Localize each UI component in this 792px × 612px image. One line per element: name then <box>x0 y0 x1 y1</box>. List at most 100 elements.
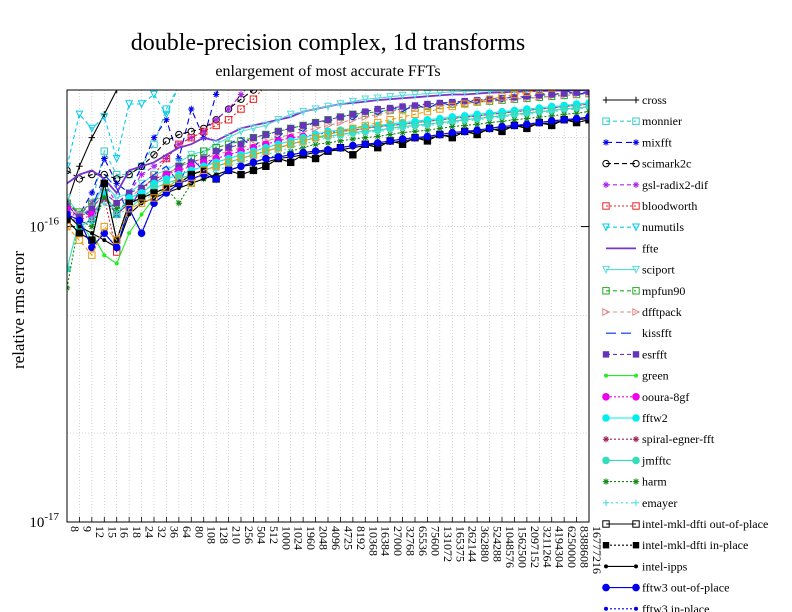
data-point <box>175 155 183 162</box>
data-point <box>348 97 357 106</box>
legend-marker <box>631 265 641 274</box>
data-point <box>461 118 468 125</box>
data-point <box>337 137 344 145</box>
data-point <box>67 217 71 224</box>
legend-marker <box>632 139 640 146</box>
legend-entry: dfftpack <box>602 305 682 319</box>
data-point <box>548 112 555 120</box>
legend-label: spiral-egner-fft <box>642 432 715 446</box>
data-point <box>461 122 468 129</box>
data-point <box>77 218 82 223</box>
legend-entry: spiral-egner-fft <box>602 432 715 446</box>
data-point <box>249 124 258 133</box>
data-point <box>113 175 121 183</box>
legend-label: jmfftc <box>641 453 671 467</box>
legend-label: kissfft <box>642 326 672 340</box>
legend-entry: fftw2 <box>602 411 668 425</box>
x-tick-label: 9 <box>80 526 94 532</box>
data-point <box>436 99 444 107</box>
data-point <box>263 156 268 161</box>
data-point <box>350 2 356 8</box>
data-point <box>386 126 394 134</box>
data-point <box>560 107 568 114</box>
y-tick-label: 10-16 <box>29 216 59 236</box>
data-point <box>275 128 282 135</box>
legend-marker <box>632 542 640 549</box>
legend-marker <box>632 202 640 210</box>
legend-label: fftw3 in-place <box>642 602 709 612</box>
legend-marker <box>602 436 610 443</box>
data-point <box>374 133 381 140</box>
legend-entry: esrfft <box>602 347 668 361</box>
x-tick-label: 108 <box>205 526 219 544</box>
data-point <box>424 126 431 134</box>
data-point <box>373 94 382 103</box>
legend-marker <box>634 564 638 569</box>
data-point <box>75 110 84 119</box>
data-point <box>411 110 419 118</box>
x-tick-label: 18 <box>130 526 144 538</box>
data-point <box>487 126 492 131</box>
data-point <box>76 229 83 237</box>
legend-label: fftw3 out-of-place <box>642 581 729 595</box>
data-point <box>399 125 406 132</box>
data-point <box>411 128 419 135</box>
data-point <box>238 5 244 11</box>
data-point <box>138 184 145 192</box>
data-point <box>237 154 245 163</box>
legend-marker <box>602 96 610 104</box>
data-point <box>67 166 71 175</box>
data-point <box>524 122 529 127</box>
data-point <box>200 147 208 155</box>
data-point <box>224 158 233 167</box>
legend-entry: gsl-radix2-dif <box>602 178 708 192</box>
data-point <box>486 90 493 96</box>
data-point <box>249 151 258 159</box>
series-layer <box>67 2 592 292</box>
data-point <box>312 17 318 23</box>
legend-marker <box>602 478 610 485</box>
data-point <box>212 116 220 123</box>
legend-marker <box>602 307 611 317</box>
legend-marker <box>602 139 610 146</box>
data-point <box>338 145 343 150</box>
x-tick-label: 65536 <box>416 526 430 556</box>
data-point <box>586 78 592 84</box>
series-line <box>67 90 255 180</box>
data-point <box>113 170 121 179</box>
legend-entry: mixfft <box>602 135 672 149</box>
data-point <box>386 104 394 112</box>
data-point <box>212 121 220 130</box>
data-point <box>67 162 72 171</box>
data-point <box>150 151 158 159</box>
x-tick-label: 8388608 <box>578 526 592 568</box>
data-point <box>473 96 481 104</box>
data-point <box>374 118 382 127</box>
legend-marker <box>632 520 640 528</box>
data-point <box>100 222 108 231</box>
data-point <box>436 125 444 132</box>
legend-marker <box>632 478 640 485</box>
data-point <box>287 140 295 148</box>
data-point <box>162 137 171 145</box>
data-point <box>102 253 107 258</box>
legend-marker <box>602 393 610 401</box>
data-point <box>548 91 555 98</box>
data-point <box>163 155 170 162</box>
data-point <box>276 155 281 160</box>
data-point <box>175 175 183 183</box>
legend-label: intel-ipps <box>642 559 688 573</box>
data-point <box>299 137 307 145</box>
legend-marker <box>601 265 611 274</box>
x-tick-label: 4194304 <box>553 526 567 568</box>
data-point <box>152 201 156 206</box>
y-axis-label: relative rms error <box>9 251 28 369</box>
data-point <box>212 167 220 174</box>
data-point <box>112 194 121 203</box>
data-point <box>88 236 96 244</box>
data-point <box>174 158 183 167</box>
x-tick-label: 1960 <box>304 526 318 550</box>
data-point <box>326 147 330 152</box>
data-point <box>585 90 589 95</box>
data-point <box>398 113 407 121</box>
